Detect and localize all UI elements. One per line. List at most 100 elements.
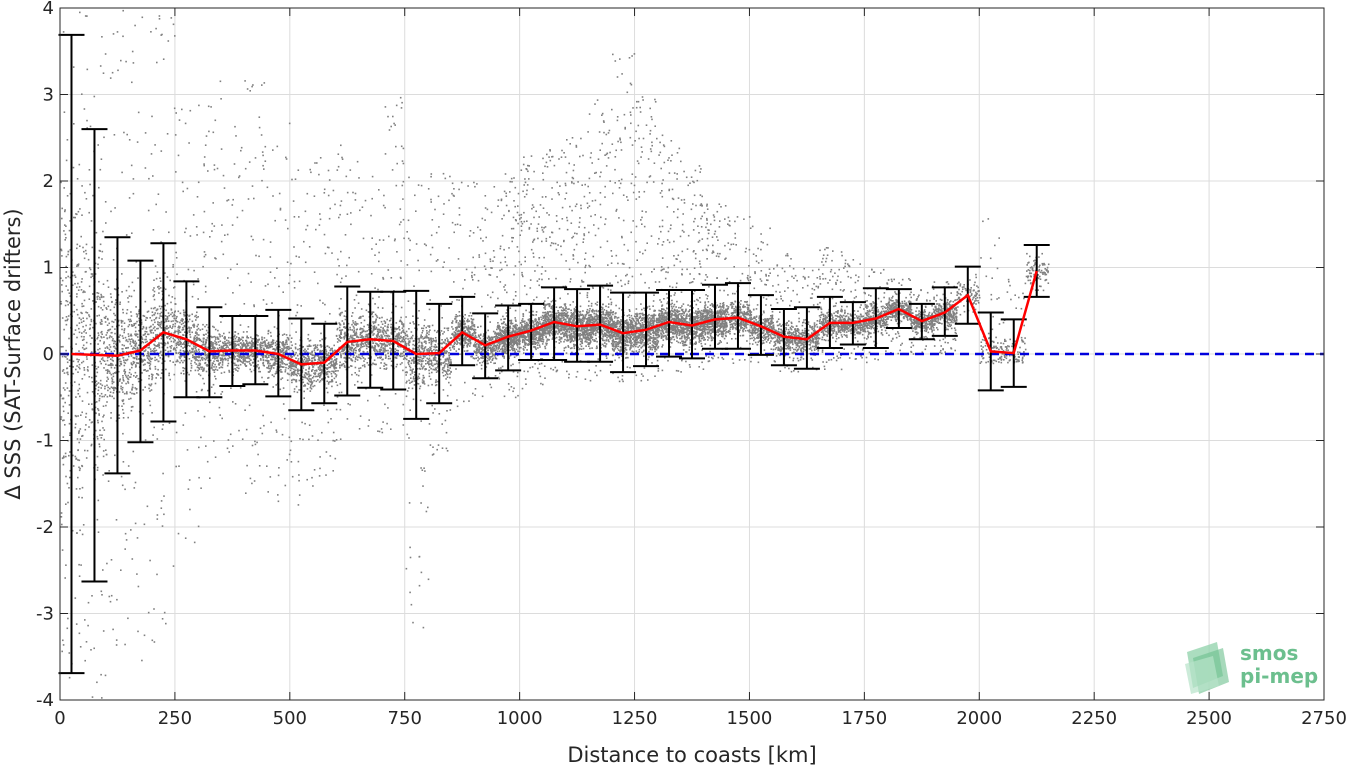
scatter-point bbox=[337, 165, 340, 168]
scatter-point bbox=[282, 344, 284, 347]
scatter-point bbox=[203, 367, 205, 370]
scatter-point bbox=[173, 317, 175, 320]
scatter-point bbox=[370, 363, 373, 366]
scatter-point bbox=[60, 394, 62, 396]
scatter-point bbox=[158, 285, 160, 288]
scatter-point bbox=[270, 421, 272, 424]
scatter-point bbox=[224, 340, 226, 343]
scatter-point bbox=[344, 331, 346, 334]
scatter-point bbox=[194, 344, 197, 347]
scatter-point bbox=[322, 370, 324, 372]
scatter-point bbox=[106, 317, 109, 320]
scatter-point bbox=[283, 353, 285, 356]
scatter-point bbox=[194, 361, 196, 364]
scatter-point bbox=[355, 294, 358, 297]
scatter-point bbox=[90, 308, 93, 310]
scatter-point bbox=[331, 252, 333, 254]
scatter-point bbox=[382, 327, 384, 329]
scatter-point bbox=[402, 424, 405, 426]
scatter-point bbox=[118, 391, 121, 393]
scatter-point bbox=[98, 445, 101, 448]
scatter-point bbox=[77, 264, 80, 267]
scatter-point bbox=[437, 444, 440, 446]
scatter-point bbox=[172, 323, 174, 326]
scatter-point bbox=[112, 345, 115, 348]
scatter-point bbox=[169, 378, 171, 381]
scatter-point bbox=[259, 370, 261, 373]
scatter-point bbox=[266, 353, 268, 356]
scatter-point bbox=[258, 255, 260, 258]
scatter-point bbox=[354, 357, 357, 359]
scatter-point bbox=[167, 342, 169, 345]
scatter-point bbox=[375, 349, 378, 351]
scatter-point bbox=[371, 197, 373, 200]
scatter-point bbox=[252, 353, 255, 356]
scatter-point bbox=[424, 359, 427, 362]
scatter-point bbox=[266, 186, 269, 189]
scatter-point bbox=[403, 336, 405, 338]
scatter-point bbox=[138, 351, 140, 354]
scatter-point bbox=[359, 356, 361, 359]
scatter-point bbox=[366, 330, 369, 332]
scatter-point bbox=[383, 329, 385, 331]
scatter-point bbox=[409, 322, 411, 324]
scatter-point bbox=[129, 343, 132, 345]
scatter-point bbox=[351, 323, 353, 326]
scatter-point bbox=[240, 357, 243, 359]
scatter-point bbox=[158, 15, 161, 17]
scatter-point bbox=[368, 346, 370, 348]
scatter-point bbox=[426, 330, 428, 332]
scatter-point bbox=[99, 296, 101, 299]
scatter-point bbox=[375, 326, 378, 329]
scatter-point bbox=[73, 333, 75, 335]
scatter-point bbox=[195, 338, 198, 341]
scatter-point bbox=[203, 415, 206, 418]
scatter-point bbox=[359, 347, 361, 350]
scatter-point bbox=[422, 350, 425, 353]
scatter-point bbox=[338, 391, 341, 394]
scatter-point bbox=[106, 369, 109, 371]
scatter-point bbox=[339, 351, 341, 354]
scatter-point bbox=[168, 372, 170, 375]
scatter-point bbox=[377, 430, 379, 432]
scatter-point bbox=[135, 376, 137, 378]
scatter-point bbox=[435, 349, 437, 352]
scatter-point bbox=[76, 313, 79, 316]
scatter-point bbox=[103, 395, 105, 398]
scatter-point bbox=[367, 334, 369, 336]
scatter-point bbox=[379, 367, 382, 369]
scatter-point bbox=[224, 336, 226, 338]
scatter-point bbox=[165, 211, 167, 213]
scatter-point bbox=[131, 348, 134, 350]
scatter-point bbox=[384, 403, 386, 406]
scatter-point bbox=[257, 453, 259, 456]
scatter-point bbox=[112, 381, 115, 383]
scatter-point bbox=[179, 349, 182, 352]
scatter-point bbox=[113, 134, 116, 136]
scatter-point bbox=[291, 371, 293, 374]
scatter-point bbox=[104, 385, 106, 388]
scatter-point bbox=[198, 362, 201, 365]
scatter-point bbox=[120, 475, 123, 478]
scatter-point bbox=[411, 359, 414, 361]
scatter-point bbox=[226, 199, 228, 202]
scatter-point bbox=[365, 345, 368, 347]
scatter-point bbox=[73, 381, 76, 383]
scatter-point bbox=[355, 349, 357, 352]
scatter-point bbox=[183, 343, 186, 346]
scatter-point bbox=[305, 369, 307, 371]
scatter-point bbox=[163, 360, 166, 362]
scatter-point bbox=[217, 341, 220, 343]
scatter-point bbox=[399, 346, 402, 348]
scatter-point bbox=[219, 335, 221, 338]
scatter-point bbox=[304, 361, 306, 364]
scatter-point bbox=[161, 369, 164, 371]
scatter-point bbox=[172, 565, 175, 567]
scatter-point bbox=[106, 359, 109, 362]
scatter-point bbox=[85, 324, 87, 327]
scatter-point bbox=[134, 481, 137, 484]
scatter-point bbox=[355, 324, 357, 326]
scatter-point bbox=[194, 340, 197, 343]
scatter-point bbox=[171, 315, 174, 318]
scatter-point bbox=[387, 334, 389, 337]
